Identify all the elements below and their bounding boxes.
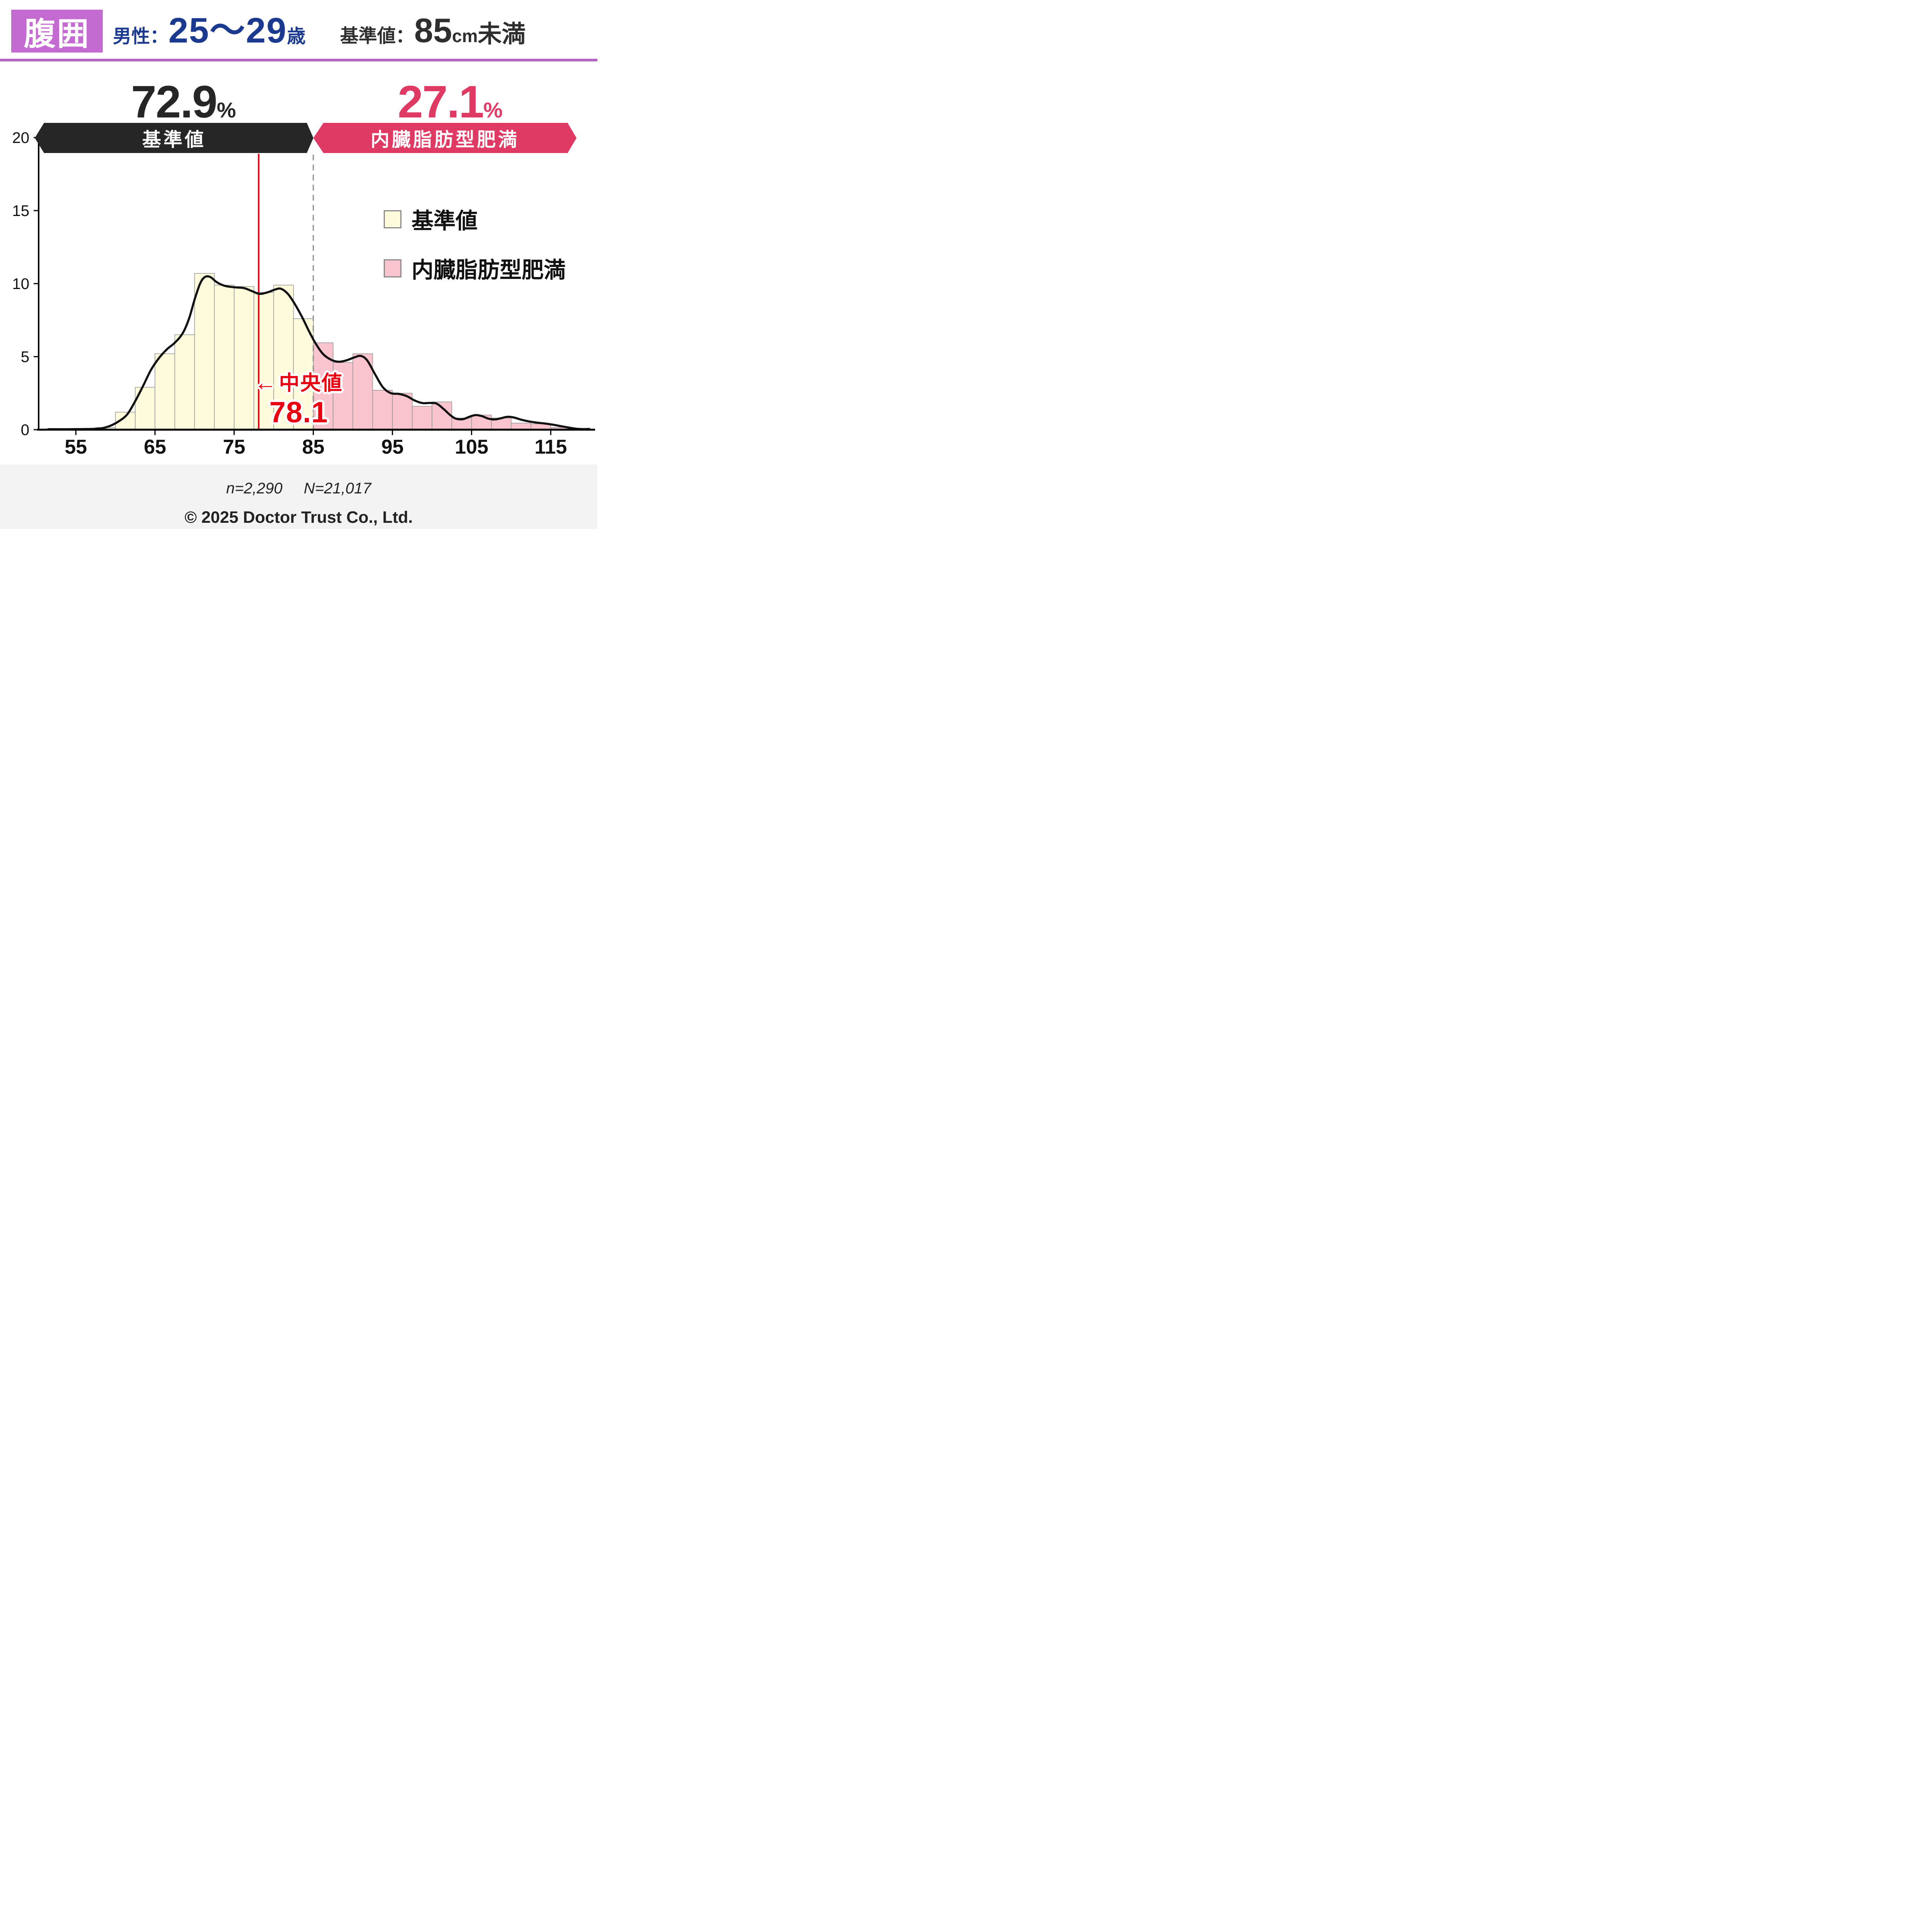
percent-below-sign: %: [216, 98, 236, 122]
y-tick-label: 0: [21, 422, 29, 439]
x-tick-label: 65: [144, 436, 166, 458]
percent-below-threshold: 72.9%: [95, 76, 272, 128]
legend-label-obesity: 内臓脂肪型肥満: [412, 258, 566, 282]
standard-value: 85: [414, 11, 452, 49]
ribbon-obesity-range: 内臓脂肪型肥満: [313, 123, 577, 153]
histogram-bar: [352, 353, 373, 430]
legend-item-standard: 基準値: [384, 203, 566, 235]
x-tick-label: 85: [302, 436, 325, 458]
sample-sizes: n=2,290 N=21,017: [0, 480, 597, 497]
histogram-bar: [432, 401, 452, 430]
x-tick-label: 75: [223, 436, 245, 458]
y-tick-label: 20: [12, 129, 30, 146]
histogram-bar: [471, 415, 492, 430]
standard-info: 基準値： 85 cm 未満: [340, 9, 526, 53]
median-callout: ← 中央値 78.1: [254, 372, 343, 427]
distribution-chart: 0 5 10 15 20 55 65 75 85 95 105 115: [12, 129, 595, 458]
histogram-bar: [412, 406, 432, 430]
percent-below-value: 72.9: [131, 77, 218, 128]
abdominal-circumference-distribution-page: 腹囲 男性： 25～29 歳 基準値： 85 cm 未満 0 5 10 15 20 55 6…: [0, 0, 597, 529]
histogram-bar: [313, 342, 333, 430]
copyright: © 2025 Doctor Trust Co., Ltd.: [184, 508, 413, 527]
ribbon-standard-label: 基準値: [142, 129, 206, 150]
standard-label: 基準値：: [340, 26, 415, 46]
subject-age-range: 25～29: [168, 11, 287, 50]
subject-suffix: 歳: [287, 26, 306, 47]
histogram-bar: [273, 284, 294, 430]
legend-item-obesity: 内臓脂肪型肥満: [384, 252, 566, 284]
x-tick-label: 95: [381, 436, 404, 458]
histogram-bar: [214, 284, 235, 430]
histogram-bar: [392, 393, 413, 430]
histogram-bar: [333, 362, 354, 430]
sample-n: n=2,290: [226, 480, 282, 497]
percent-above-value: 27.1: [398, 77, 484, 128]
histogram-bar: [234, 286, 254, 430]
density-curve: [47, 275, 590, 430]
header-divider: [0, 59, 597, 61]
sample-N: N=21,017: [304, 480, 371, 497]
histogram-bar: [194, 273, 215, 430]
median-arrow-icon: ←: [254, 370, 277, 395]
histogram-bar: [155, 353, 175, 430]
legend-swatch-obesity: [384, 259, 401, 277]
footer: n=2,290 N=21,017 © 2025 Doctor Trust Co.…: [0, 464, 597, 529]
ribbon-obesity-label: 内臓脂肪型肥満: [370, 129, 519, 150]
y-tick-label: 10: [12, 276, 30, 293]
legend-swatch-standard: [384, 210, 401, 228]
median-value: 78.1: [269, 396, 328, 429]
histogram-bar: [253, 292, 274, 430]
y-tick-label: 15: [12, 202, 30, 219]
y-tick-label: 5: [21, 349, 29, 366]
subject-prefix: 男性：: [113, 26, 169, 47]
x-tick-label: 105: [455, 436, 488, 458]
metric-badge: 腹囲: [11, 10, 103, 53]
percent-above-threshold: 27.1%: [361, 76, 539, 128]
histogram-bar: [511, 423, 531, 430]
median-label: 中央値: [279, 371, 343, 395]
ribbon-standard-range: 基準値: [35, 123, 313, 153]
percent-above-sign: %: [483, 98, 503, 122]
x-tick-label: 55: [65, 436, 87, 458]
histogram-bar: [293, 318, 314, 430]
histogram-bar: [174, 334, 195, 430]
standard-unit: cm: [452, 26, 478, 46]
median-row: ← 中央値: [254, 372, 343, 394]
standard-suffix: 未満: [478, 21, 526, 48]
x-tick-label: 115: [534, 436, 567, 458]
legend-label-standard: 基準値: [412, 209, 478, 233]
legend: 基準値 内臓脂肪型肥満: [384, 203, 566, 284]
histogram-bar: [372, 390, 393, 430]
subject-info: 男性： 25～29 歳: [113, 9, 306, 53]
